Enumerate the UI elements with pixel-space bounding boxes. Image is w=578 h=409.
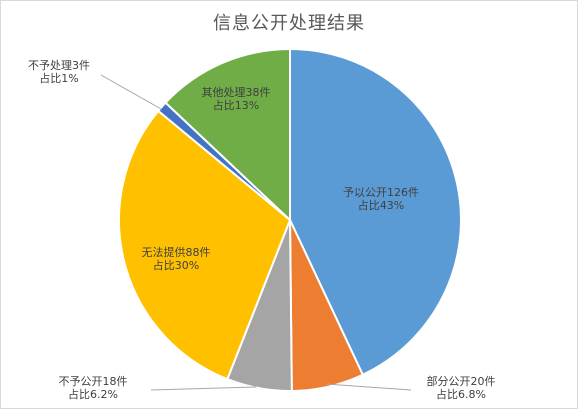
data-label-1-line2: 占比43% [358, 198, 404, 212]
leader-line-5 [100, 74, 162, 110]
chart-title: 信息公开处理结果 [213, 13, 365, 34]
data-label-4-line2: 占比30% [153, 258, 199, 272]
data-label-5-line2: 占比1% [39, 71, 78, 85]
data-label-3-line1: 不予公开18件 [59, 375, 128, 388]
data-label-2-line2: 占比6.8% [436, 387, 486, 401]
leader-line-2 [325, 383, 412, 391]
data-label-6-line2: 占比13% [213, 98, 259, 112]
leader-line-3 [150, 386, 257, 391]
data-label-5-line1: 不予处理3件 [28, 59, 90, 72]
pie-slice-6 [164, 47, 291, 223]
data-label-3-line2: 占比6.2% [68, 387, 118, 401]
data-label-2-line1: 部分公开20件 [427, 374, 496, 388]
data-label-6-line1: 其他处理38件 [202, 86, 271, 99]
data-label-4-line1: 无法提供88件 [142, 245, 211, 259]
pie-slice-4 [117, 109, 292, 381]
data-label-1-line1: 予以公开126件 [343, 186, 419, 199]
pie-slice-1 [289, 47, 463, 377]
